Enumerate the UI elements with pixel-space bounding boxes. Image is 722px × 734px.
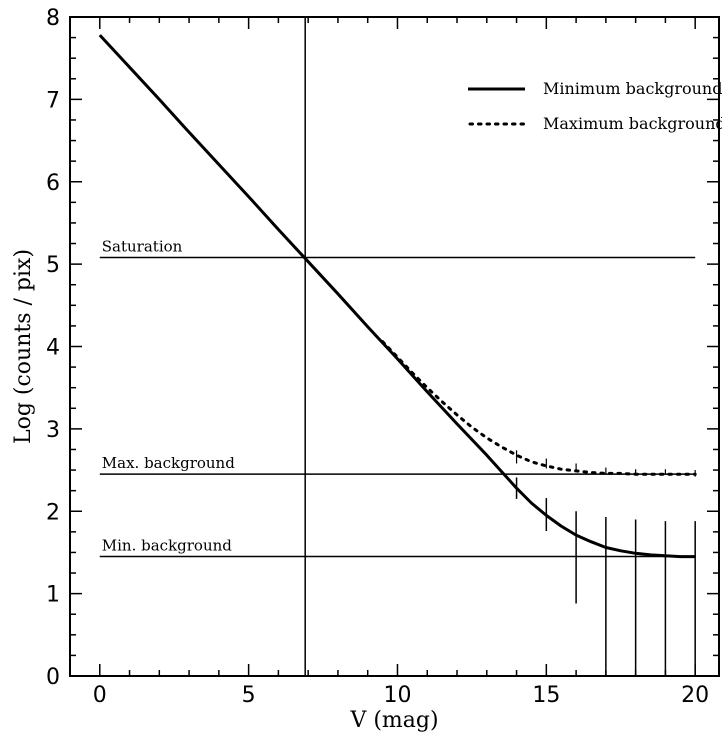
series-minimum-background xyxy=(98,34,696,559)
legend: Minimum background Maximum background xyxy=(468,79,722,133)
reference-lines xyxy=(99,17,696,676)
x-axis-title: V (mag) xyxy=(349,708,438,733)
legend-label-minimum: Minimum background xyxy=(543,79,722,98)
tick-labels: 0 5 10 15 20 0 1 2 3 4 5 6 7 8 xyxy=(46,6,709,708)
y-axis-title: Log (counts / pix) xyxy=(11,249,36,444)
x-tick-label: 5 xyxy=(242,683,256,708)
series-maximum-background xyxy=(381,340,697,476)
legend-label-maximum: Maximum background xyxy=(543,114,722,133)
y-tick-label: 5 xyxy=(46,253,60,278)
y-tick-label: 8 xyxy=(46,6,60,31)
saturation-label: Saturation xyxy=(102,238,183,256)
min-background-label: Min. background xyxy=(102,537,233,555)
x-tick-label: 10 xyxy=(383,683,411,708)
y-tick-label: 6 xyxy=(46,171,60,196)
y-tick-label: 1 xyxy=(46,583,60,608)
hline-labels: Saturation Max. background Min. backgrou… xyxy=(102,238,235,555)
x-tick-label: 20 xyxy=(681,683,709,708)
y-tick-label: 2 xyxy=(46,500,60,525)
y-tick-label: 3 xyxy=(46,418,60,443)
max-background-label: Max. background xyxy=(102,454,235,472)
y-tick-label: 4 xyxy=(46,336,60,361)
y-tick-label: 0 xyxy=(46,665,60,690)
x-tick-label: 15 xyxy=(532,683,560,708)
series-layer xyxy=(98,34,697,559)
error-bars xyxy=(515,450,696,676)
x-tick-label: 0 xyxy=(93,683,107,708)
axis-ticks xyxy=(69,16,719,677)
y-tick-label: 7 xyxy=(46,88,60,113)
